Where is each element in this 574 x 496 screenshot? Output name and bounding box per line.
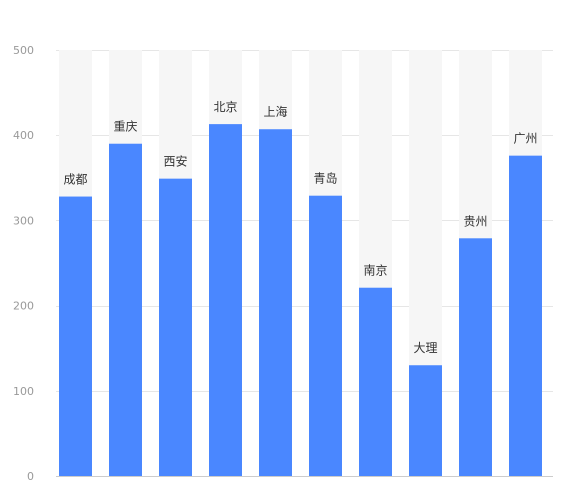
bar[interactable] <box>509 155 542 476</box>
bar[interactable] <box>109 143 142 476</box>
bar-label: 上海 <box>263 104 287 119</box>
y-tick-label: 200 <box>13 300 34 313</box>
bar-label: 广州 <box>513 132 537 146</box>
bar[interactable] <box>259 129 292 476</box>
bar[interactable] <box>209 124 242 477</box>
bars <box>59 124 542 477</box>
bar-label: 重庆 <box>113 120 137 134</box>
bar-label: 西安 <box>163 154 187 169</box>
bar[interactable] <box>459 238 492 476</box>
bar[interactable] <box>159 178 192 477</box>
bar-label: 北京 <box>213 100 237 114</box>
y-tick-label: 100 <box>13 385 34 398</box>
y-tick-label: 300 <box>13 214 34 227</box>
bar-label: 大理 <box>413 341 437 355</box>
bar[interactable] <box>359 287 392 476</box>
bar[interactable] <box>309 195 342 476</box>
y-axis-labels: 0 100 200 300 400 500 <box>13 44 34 483</box>
bar-label: 青岛 <box>313 171 337 186</box>
bar-label: 南京 <box>363 263 387 278</box>
bar[interactable] <box>59 196 92 476</box>
y-tick-label: 500 <box>13 44 34 57</box>
bar[interactable] <box>409 365 442 476</box>
bar-label: 成都 <box>63 173 87 187</box>
bar-label: 贵州 <box>463 214 487 228</box>
y-tick-label: 0 <box>27 470 34 483</box>
y-tick-label: 400 <box>13 129 34 142</box>
